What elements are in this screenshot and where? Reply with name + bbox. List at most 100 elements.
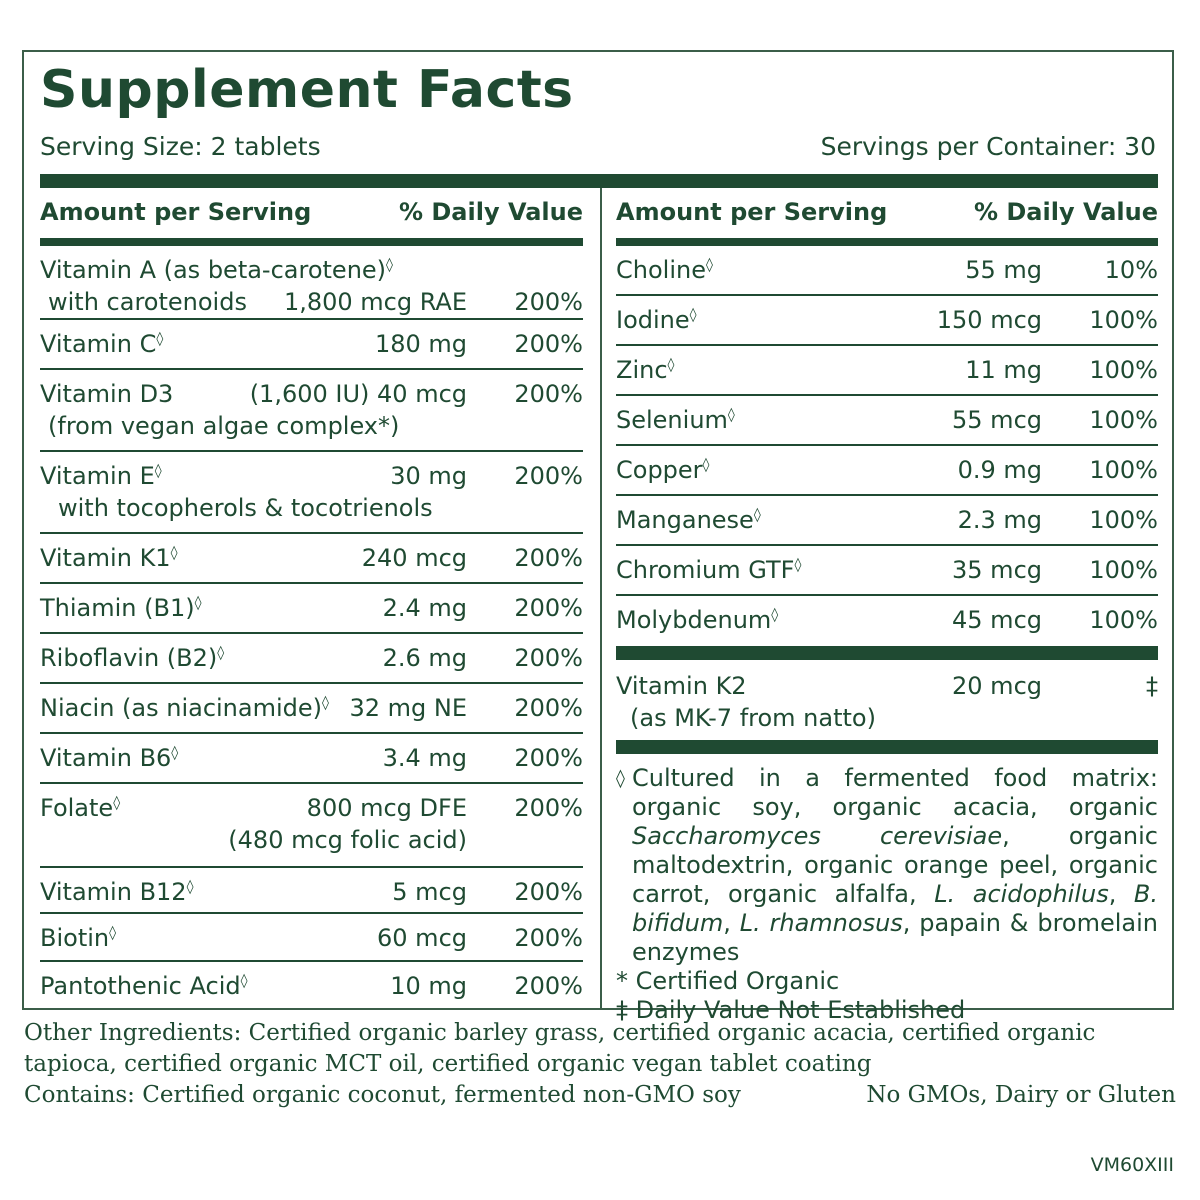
nutrient-amount: 2.6 mg (382, 644, 467, 672)
note-text: , (723, 909, 740, 937)
nutrient-row: Vitamin D3 (1,600 IU) 40 mcg 200% (from veg… (40, 370, 583, 452)
nutrient-row: Vitamin E◊ 30 mg 200% with tocopherols & to… (40, 452, 583, 534)
note-text: , organic maltodextrin, organic orange p… (632, 822, 1158, 908)
header-bar (40, 238, 583, 246)
diamond-symbol: ◊ (194, 595, 202, 611)
nutrient-amount: 55 mcg (952, 406, 1042, 434)
nutrient-amount-sub: (480 mcg folic acid) (228, 826, 467, 854)
nutrient-row: Pantothenic Acid◊ 10 mg 200% (40, 962, 583, 1012)
left-nutrient-list: Vitamin A (as beta-carotene)◊ 1,800 mcg R… (40, 246, 583, 1012)
nutrient-dv: 100% (1089, 406, 1158, 434)
label-footer: Other Ingredients: Certified organic bar… (24, 1018, 1176, 1111)
nutrient-sub: (as MK-7 from natto) (630, 704, 876, 732)
diamond-symbol: ◊ (171, 745, 179, 761)
nutrient-row: Iodine◊ 150 mcg 100% (616, 296, 1158, 346)
nutrient-row: Zinc◊ 11 mg 100% (616, 346, 1158, 396)
nutrient-sub: with carotenoids (48, 288, 247, 316)
diamond-symbol: ◊ (616, 768, 625, 789)
nutrient-name: Vitamin B6◊ (40, 744, 179, 772)
nutrient-amount: 11 mg (965, 356, 1042, 384)
header-bar (616, 238, 1158, 246)
nutrient-row: Molybdenum◊ 45 mcg 100% (616, 596, 1158, 646)
nutrient-row: Vitamin B12◊ 5 mcg 200% (40, 868, 583, 914)
left-column-header: Amount per Serving % Daily Value (40, 188, 583, 238)
serving-size: Serving Size: 2 tablets (40, 132, 321, 161)
diamond-symbol: ◊ (702, 457, 710, 473)
note-text: Cultured in a fermented food matrix: org… (632, 764, 1158, 821)
italic-term: Saccharomyces cerevisiae (632, 822, 1003, 850)
note-text: , (1108, 880, 1134, 908)
organic-note: * Certified Organic (616, 967, 840, 995)
nutrient-row: Copper◊ 0.9 mg 100% (616, 446, 1158, 496)
right-nutrient-list: Choline◊ 55 mg 10% Iodine◊ 150 mcg 100% Zinc◊ 1… (616, 246, 1158, 646)
nutrient-name: Niacin (as niacinamide)◊ (40, 694, 329, 722)
diamond-symbol: ◊ (113, 795, 121, 811)
contains-text: Contains: Certified organic coconut, fer… (24, 1082, 741, 1108)
nutrient-row: Biotin◊ 60 mcg 200% (40, 914, 583, 962)
italic-term: L. rhamnosus (739, 909, 903, 937)
nutrient-row: Niacin (as niacinamide)◊ 32 mg NE 200% (40, 684, 583, 734)
nutrient-amount: 2.4 mg (382, 594, 467, 622)
nutrient-amount: 800 mcg DFE (306, 794, 467, 822)
nutrient-dv: 200% (514, 878, 583, 906)
nutrient-name: Manganese◊ (616, 506, 761, 534)
nutrient-name: Molybdenum◊ (616, 606, 779, 634)
nutrient-dv: 10% (1104, 256, 1158, 284)
nutrient-amount: 32 mg NE (349, 694, 467, 722)
nutrient-name: Pantothenic Acid◊ (40, 972, 248, 1000)
nutrient-name: Vitamin D3 (40, 380, 174, 408)
product-code: VM60XIII (1090, 1154, 1174, 1176)
nutrient-name: Copper◊ (616, 456, 710, 484)
nutrient-dv: 100% (1089, 556, 1158, 584)
nutrient-dv: 100% (1089, 506, 1158, 534)
nutrient-amount: 2.3 mg (957, 506, 1042, 534)
nutrient-dv: 200% (514, 794, 583, 822)
nutrient-row: Choline◊ 55 mg 10% (616, 246, 1158, 296)
top-divider-bar (40, 174, 1158, 188)
nutrient-row: Vitamin B6◊ 3.4 mg 200% (40, 734, 583, 784)
right-column-header: Amount per Serving % Daily Value (616, 188, 1158, 238)
fermented-matrix-text: Cultured in a fermented food matrix: org… (632, 764, 1158, 967)
vitamin-k2-row: Vitamin K2 (as MK-7 from natto) 20 mcg ‡ (616, 660, 1158, 740)
nutrient-dv: 100% (1089, 606, 1158, 634)
footnotes: ◊ Cultured in a fermented food matrix: o… (616, 754, 1158, 1025)
nutrient-name: Vitamin E◊ (40, 462, 162, 490)
nutrient-dv: 200% (514, 462, 583, 490)
nutrient-amount: 0.9 mg (957, 456, 1042, 484)
nutrient-dv: 200% (514, 330, 583, 358)
diamond-symbol: ◊ (109, 925, 117, 941)
nutrient-amount: 30 mg (390, 462, 467, 490)
nutrient-row: Vitamin A (as beta-carotene)◊ 1,800 mcg R… (40, 246, 583, 320)
right-column: Amount per Serving % Daily Value Choline… (616, 188, 1158, 1025)
amount-header: Amount per Serving (616, 198, 888, 226)
nutrient-row: Folate◊ 800 mcg DFE 200% (480 mcg folic aci… (40, 784, 583, 868)
diamond-symbol: ◊ (322, 695, 329, 711)
nutrient-dv: 200% (514, 288, 583, 316)
diamond-symbol: ◊ (156, 331, 164, 347)
nutrient-name: Choline◊ (616, 256, 713, 284)
nutrient-dv: 200% (514, 972, 583, 1000)
nutrient-dv: ‡ (1146, 672, 1158, 700)
diamond-symbol: ◊ (794, 557, 802, 573)
diamond-symbol: ◊ (186, 879, 194, 895)
nutrient-amount: 180 mg (374, 330, 467, 358)
nutrient-amount: 20 mcg (952, 672, 1042, 700)
diamond-symbol: ◊ (689, 307, 697, 323)
nutrient-name: Selenium◊ (616, 406, 735, 434)
nutrient-amount: 45 mcg (952, 606, 1042, 634)
italic-term: L. acidophilus (934, 880, 1109, 908)
nutrient-amount: 240 mcg (361, 544, 467, 572)
daily-value-header: % Daily Value (973, 198, 1158, 226)
servings-per-container: Servings per Container: 30 (820, 132, 1156, 161)
nutrient-name: Thiamin (B1)◊ (40, 594, 202, 622)
diamond-symbol: ◊ (727, 407, 735, 423)
nutrient-dv: 200% (514, 744, 583, 772)
note-text: , papain & bromelain enzymes (632, 909, 1158, 966)
nutrient-amount: 60 mcg (377, 924, 467, 952)
nutrient-sub: with tocopherols & tocotrienols (58, 494, 433, 522)
nutrient-amount: 1,800 mcg RAE (283, 288, 467, 316)
left-column: Amount per Serving % Daily Value Vitamin… (40, 188, 583, 1012)
italic-term: B. bifidum (632, 880, 1158, 937)
amount-header: Amount per Serving (40, 198, 312, 226)
nutrient-name: Riboflavin (B2)◊ (40, 644, 225, 672)
